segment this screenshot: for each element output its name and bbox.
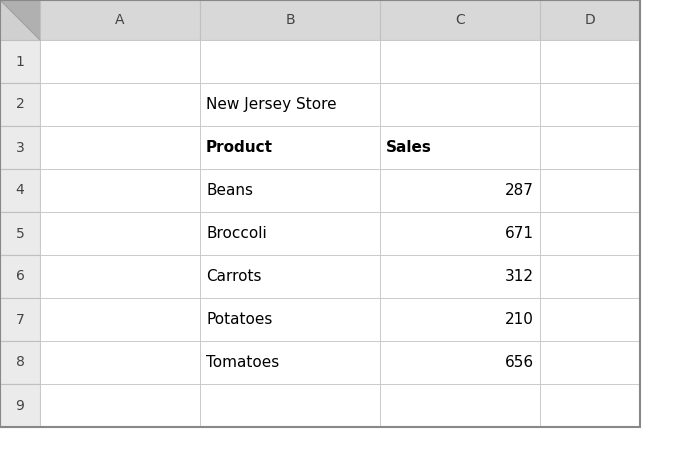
Bar xyxy=(200,212,380,255)
Text: 5: 5 xyxy=(16,227,24,241)
Bar xyxy=(380,341,540,384)
Bar xyxy=(540,40,640,83)
Text: 1: 1 xyxy=(16,55,24,68)
Bar xyxy=(200,169,380,212)
Bar xyxy=(540,341,640,384)
Text: 4: 4 xyxy=(16,184,24,197)
Bar xyxy=(200,298,380,341)
Bar xyxy=(380,0,540,40)
Bar xyxy=(0,255,40,298)
Text: B: B xyxy=(285,13,295,27)
Bar xyxy=(40,298,200,341)
Bar xyxy=(40,83,200,126)
Text: Potatoes: Potatoes xyxy=(206,312,273,327)
Text: 210: 210 xyxy=(505,312,534,327)
Bar xyxy=(200,341,380,384)
Bar xyxy=(200,255,380,298)
Bar xyxy=(40,341,200,384)
Text: Sales: Sales xyxy=(386,140,432,155)
Bar xyxy=(540,83,640,126)
Bar xyxy=(200,40,380,83)
Bar xyxy=(0,126,40,169)
Text: A: A xyxy=(115,13,124,27)
Bar xyxy=(540,384,640,427)
Bar xyxy=(0,169,40,212)
Bar xyxy=(40,255,200,298)
Bar xyxy=(380,40,540,83)
Text: Beans: Beans xyxy=(206,183,253,198)
Bar xyxy=(40,40,200,83)
Bar xyxy=(380,255,540,298)
Bar xyxy=(540,0,640,40)
Text: 287: 287 xyxy=(505,183,534,198)
Bar xyxy=(380,169,540,212)
Text: 312: 312 xyxy=(505,269,534,284)
Text: D: D xyxy=(585,13,596,27)
Text: Product: Product xyxy=(206,140,273,155)
Text: C: C xyxy=(455,13,465,27)
Text: 3: 3 xyxy=(16,140,24,154)
Text: 656: 656 xyxy=(505,355,534,370)
Bar xyxy=(40,384,200,427)
Bar xyxy=(0,341,40,384)
Bar xyxy=(0,298,40,341)
Text: Tomatoes: Tomatoes xyxy=(206,355,279,370)
Text: 7: 7 xyxy=(16,312,24,326)
Bar xyxy=(40,126,200,169)
Bar xyxy=(40,0,200,40)
Text: 8: 8 xyxy=(16,356,24,370)
Bar xyxy=(200,0,380,40)
Bar xyxy=(0,0,40,40)
Bar xyxy=(540,126,640,169)
Text: 6: 6 xyxy=(16,269,24,284)
Bar xyxy=(40,212,200,255)
Bar xyxy=(380,126,540,169)
Bar xyxy=(0,212,40,255)
Bar xyxy=(200,384,380,427)
Text: 2: 2 xyxy=(16,97,24,112)
Text: 671: 671 xyxy=(505,226,534,241)
Bar xyxy=(540,255,640,298)
Bar xyxy=(0,83,40,126)
Bar xyxy=(540,169,640,212)
Polygon shape xyxy=(0,0,40,40)
Bar xyxy=(200,83,380,126)
Bar xyxy=(540,212,640,255)
Bar xyxy=(380,384,540,427)
Text: Carrots: Carrots xyxy=(206,269,262,284)
Bar xyxy=(380,83,540,126)
Text: Broccoli: Broccoli xyxy=(206,226,267,241)
Bar xyxy=(200,126,380,169)
Bar xyxy=(0,40,40,83)
Bar xyxy=(380,212,540,255)
Bar xyxy=(40,169,200,212)
Bar xyxy=(0,384,40,427)
Text: 9: 9 xyxy=(16,398,24,413)
Bar xyxy=(380,298,540,341)
Text: New Jersey Store: New Jersey Store xyxy=(206,97,337,112)
Bar xyxy=(540,298,640,341)
